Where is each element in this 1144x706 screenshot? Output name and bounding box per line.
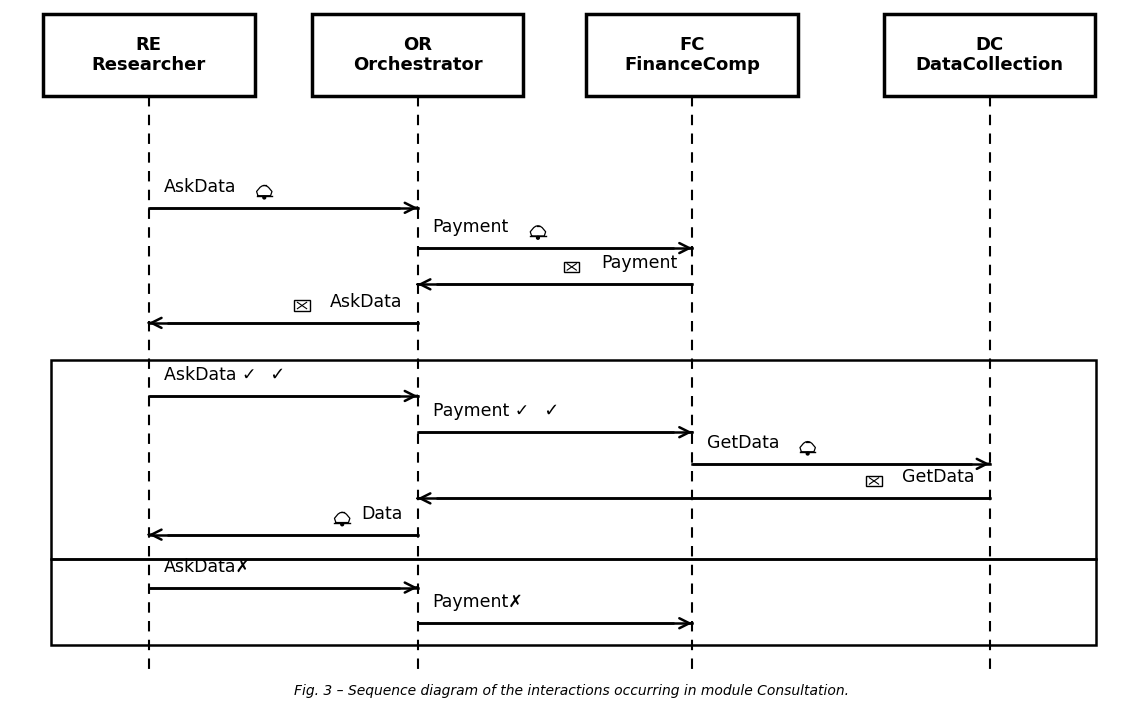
Text: ✓: ✓ (538, 402, 559, 420)
Text: Payment ✓: Payment ✓ (432, 402, 529, 420)
Text: DC
DataCollection: DC DataCollection (915, 35, 1064, 74)
Text: Payment: Payment (601, 254, 677, 273)
Polygon shape (256, 186, 272, 196)
Text: AskData ✓: AskData ✓ (164, 366, 256, 384)
Bar (587, 14, 799, 95)
Bar (51, 360, 1096, 558)
Text: Data: Data (362, 505, 403, 522)
Text: Fig. 3 – Sequence diagram of the interactions occurring in module Consultation.: Fig. 3 – Sequence diagram of the interac… (294, 684, 850, 698)
Bar (43, 14, 254, 95)
Bar (884, 14, 1096, 95)
Text: FC
FinanceComp: FC FinanceComp (625, 35, 760, 74)
Circle shape (537, 237, 539, 239)
Bar (564, 262, 579, 273)
Text: RE
Researcher: RE Researcher (92, 35, 206, 74)
Text: AskData: AskData (331, 293, 403, 311)
Bar (866, 476, 882, 486)
Circle shape (263, 196, 265, 199)
Text: ✓: ✓ (264, 366, 286, 384)
Text: AskData✗: AskData✗ (164, 558, 251, 575)
Text: GetData: GetData (903, 468, 975, 486)
Polygon shape (531, 226, 546, 236)
Polygon shape (334, 513, 350, 522)
Polygon shape (800, 441, 816, 452)
Bar (311, 14, 523, 95)
Text: Payment✗: Payment✗ (432, 593, 523, 611)
Bar (294, 300, 310, 311)
Circle shape (341, 523, 343, 526)
Text: GetData: GetData (707, 434, 779, 452)
Circle shape (807, 452, 809, 455)
Text: Payment: Payment (432, 218, 509, 236)
Bar (51, 558, 1096, 645)
Text: AskData: AskData (164, 178, 236, 196)
Text: OR
Orchestrator: OR Orchestrator (352, 35, 483, 74)
